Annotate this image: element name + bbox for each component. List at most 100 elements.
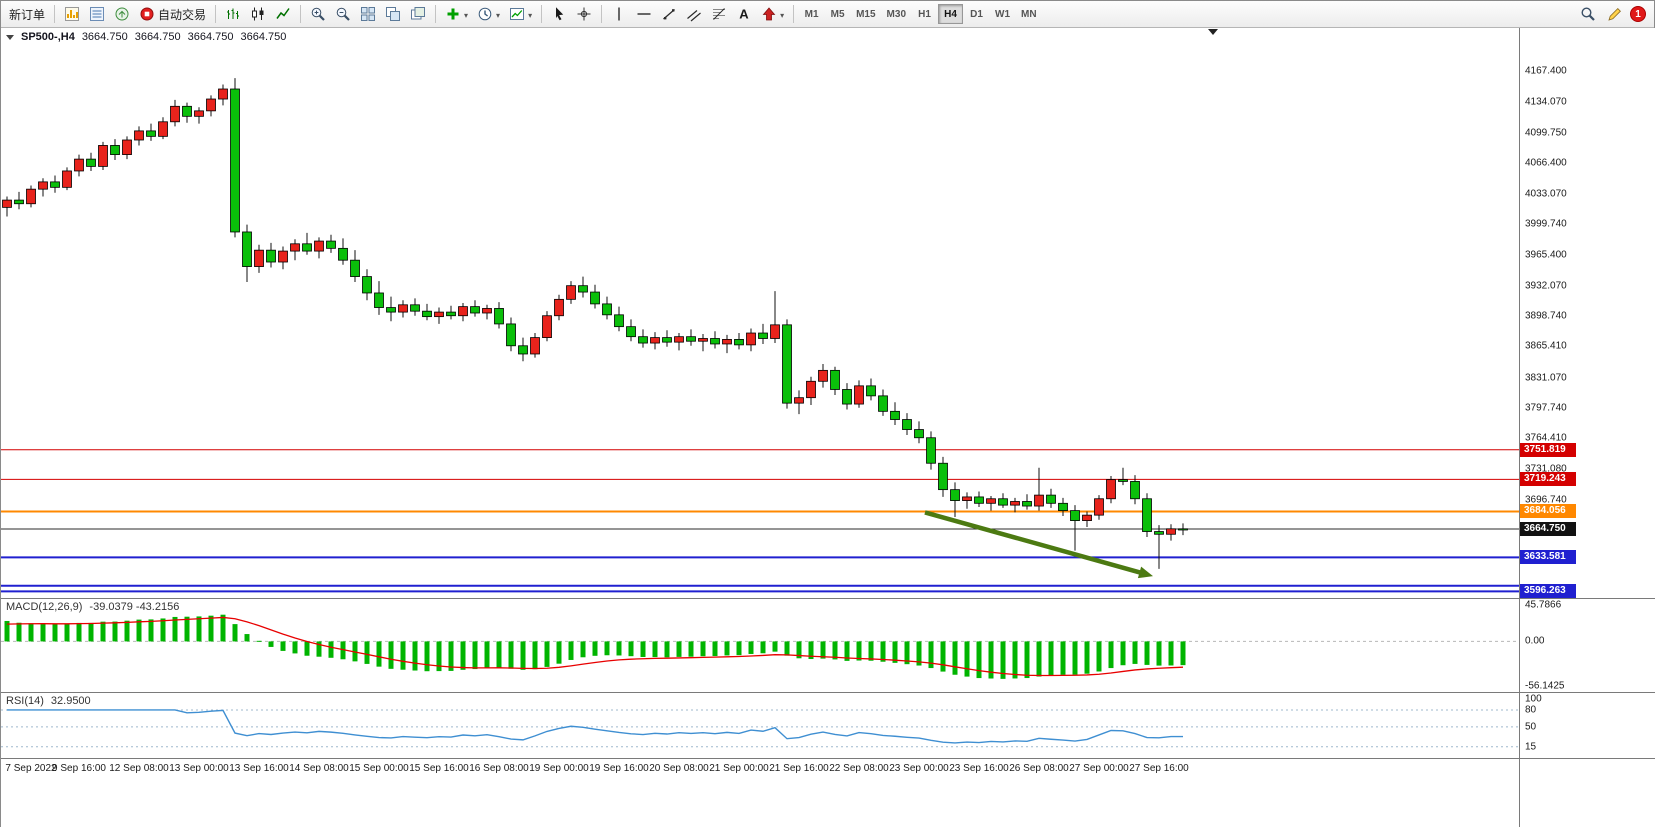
navigator-icon <box>114 6 130 22</box>
price-axis-label: 4167.400 <box>1525 65 1567 77</box>
add-indicator-button[interactable] <box>441 3 472 25</box>
line-chart-icon <box>275 6 291 22</box>
price-chart-panel[interactable]: SP500-,H4 3664.750 3664.750 3664.750 366… <box>1 28 1655 598</box>
price-axis-label: 3797.740 <box>1525 402 1567 414</box>
tile-windows-button[interactable] <box>356 3 380 25</box>
time-axis-label: 20 Sep 08:00 <box>649 763 709 774</box>
price-axis-label: 3731.080 <box>1525 463 1567 475</box>
rsi-panel[interactable]: RSI(14) 32.9500 <box>1 692 1655 758</box>
time-axis-label: 23 Sep 00:00 <box>889 763 949 774</box>
tf-w1[interactable]: W1 <box>995 8 1010 20</box>
market-watch-button[interactable] <box>60 3 84 25</box>
level-price-tag: 3596.263 <box>1520 584 1576 599</box>
price-axis-label: 4134.070 <box>1525 96 1567 108</box>
candlestick-plot[interactable] <box>1 28 1519 598</box>
rsi-line <box>7 709 1184 744</box>
notification-badge[interactable]: 1 <box>1630 6 1646 22</box>
cascade-windows-button[interactable] <box>406 3 430 25</box>
arrange-windows-button[interactable] <box>381 3 405 25</box>
macd-plot[interactable] <box>1 599 1519 692</box>
rsi-axis-label: 100 <box>1525 693 1542 705</box>
svg-text:A: A <box>739 7 749 22</box>
chart-menu-arrow-icon[interactable] <box>6 34 14 40</box>
candles <box>2 78 1188 569</box>
rsi-levels <box>1 709 1519 748</box>
crosshair-icon <box>576 6 592 22</box>
toolbar-right: 1 <box>1576 3 1650 25</box>
rsi-axis-label: 80 <box>1525 704 1537 716</box>
chart-symbol-period: SP500-,H4 <box>21 31 75 43</box>
templates-button[interactable] <box>505 3 536 25</box>
search-icon <box>1580 6 1596 22</box>
tf-m1[interactable]: M1 <box>804 8 819 20</box>
dropdown-caret-icon <box>528 7 532 21</box>
dropdown-caret-icon <box>496 7 500 21</box>
zoom-in-button[interactable] <box>306 3 330 25</box>
zoom-in-icon <box>310 6 326 22</box>
level-price-tag: 3684.056 <box>1520 504 1576 519</box>
time-axis-label: 19 Sep 00:00 <box>529 763 589 774</box>
toolbar-separator <box>793 5 795 23</box>
macd-signal-line <box>6 616 1184 677</box>
data-window-button[interactable] <box>85 3 109 25</box>
time-axis-label: 21 Sep 16:00 <box>769 763 829 774</box>
trendline-button[interactable] <box>657 3 681 25</box>
horizontal-line-button[interactable] <box>632 3 656 25</box>
ohlc-open: 3664.750 <box>81 31 128 43</box>
candlestick-chart-button[interactable] <box>246 3 270 25</box>
tf-h4[interactable]: H4 <box>938 4 963 24</box>
time-axis-label: 26 Sep 08:00 <box>1009 763 1069 774</box>
price-axis-label: 4033.070 <box>1525 188 1567 200</box>
time-axis-label: 22 Sep 08:00 <box>829 763 889 774</box>
time-axis[interactable]: 7 Sep 2022 9 Sep 16:00 12 Sep 08:00 13 Sep … <box>1 758 1655 827</box>
edit-button[interactable] <box>1603 3 1627 25</box>
hline-icon <box>636 6 652 22</box>
autotrading-icon <box>139 6 155 22</box>
chart-shift-marker-icon[interactable] <box>1208 29 1218 35</box>
channel-icon <box>686 6 702 22</box>
time-axis-label: 7 Sep 2022 <box>5 763 57 774</box>
main-toolbar: 新订单 自动交易 A M1 M5 M15 M30 H1 H4 D1 W1 MN 1 <box>1 1 1654 28</box>
price-axis[interactable]: 4167.400 4134.070 4099.750 4066.400 4033.070… <box>1519 28 1655 827</box>
new-order-button[interactable]: 新订单 <box>5 3 49 25</box>
navigator-button[interactable] <box>110 3 134 25</box>
line-chart-button[interactable] <box>271 3 295 25</box>
rsi-axis-label: 50 <box>1525 721 1537 733</box>
trend-arrow[interactable] <box>924 510 1153 579</box>
macd-axis-label: 0.00 <box>1525 635 1545 647</box>
toolbar-separator <box>215 5 217 23</box>
time-axis-label: 14 Sep 08:00 <box>289 763 349 774</box>
time-axis-label: 23 Sep 16:00 <box>949 763 1009 774</box>
tf-d1[interactable]: D1 <box>970 8 983 20</box>
horizontal-levels[interactable] <box>1 449 1519 593</box>
data-window-icon <box>89 6 105 22</box>
text-button[interactable]: A <box>732 3 756 25</box>
level-price-tag: 3751.819 <box>1520 442 1576 457</box>
tf-m30[interactable]: M30 <box>886 8 906 20</box>
vertical-line-button[interactable] <box>607 3 631 25</box>
autotrading-button-label: 自动交易 <box>158 7 207 22</box>
plus-icon <box>445 6 461 22</box>
tf-mn[interactable]: MN <box>1021 8 1037 20</box>
zoom-out-button[interactable] <box>331 3 355 25</box>
channel-button[interactable] <box>682 3 706 25</box>
periods-button[interactable] <box>473 3 504 25</box>
crosshair-button[interactable] <box>572 3 596 25</box>
time-axis-label: 13 Sep 16:00 <box>229 763 289 774</box>
tf-h1[interactable]: H1 <box>918 8 931 20</box>
trend-icon <box>661 6 677 22</box>
macd-axis-label: 45.7866 <box>1525 599 1562 611</box>
rsi-plot[interactable] <box>1 693 1519 758</box>
autotrading-button[interactable]: 自动交易 <box>135 3 210 25</box>
ohlc-low: 3664.750 <box>187 31 234 43</box>
rsi-value: 32.9500 <box>50 695 91 707</box>
tf-m5[interactable]: M5 <box>830 8 845 20</box>
new-order-button-label: 新订单 <box>9 7 46 22</box>
arrows-button[interactable] <box>757 3 788 25</box>
bar-chart-button[interactable] <box>221 3 245 25</box>
tf-m15[interactable]: M15 <box>856 8 876 20</box>
cursor-button[interactable] <box>547 3 571 25</box>
fibonacci-button[interactable] <box>707 3 731 25</box>
macd-panel[interactable]: MACD(12,26,9) -39.0379 -43.2156 <box>1 598 1655 692</box>
search-button[interactable] <box>1576 3 1600 25</box>
